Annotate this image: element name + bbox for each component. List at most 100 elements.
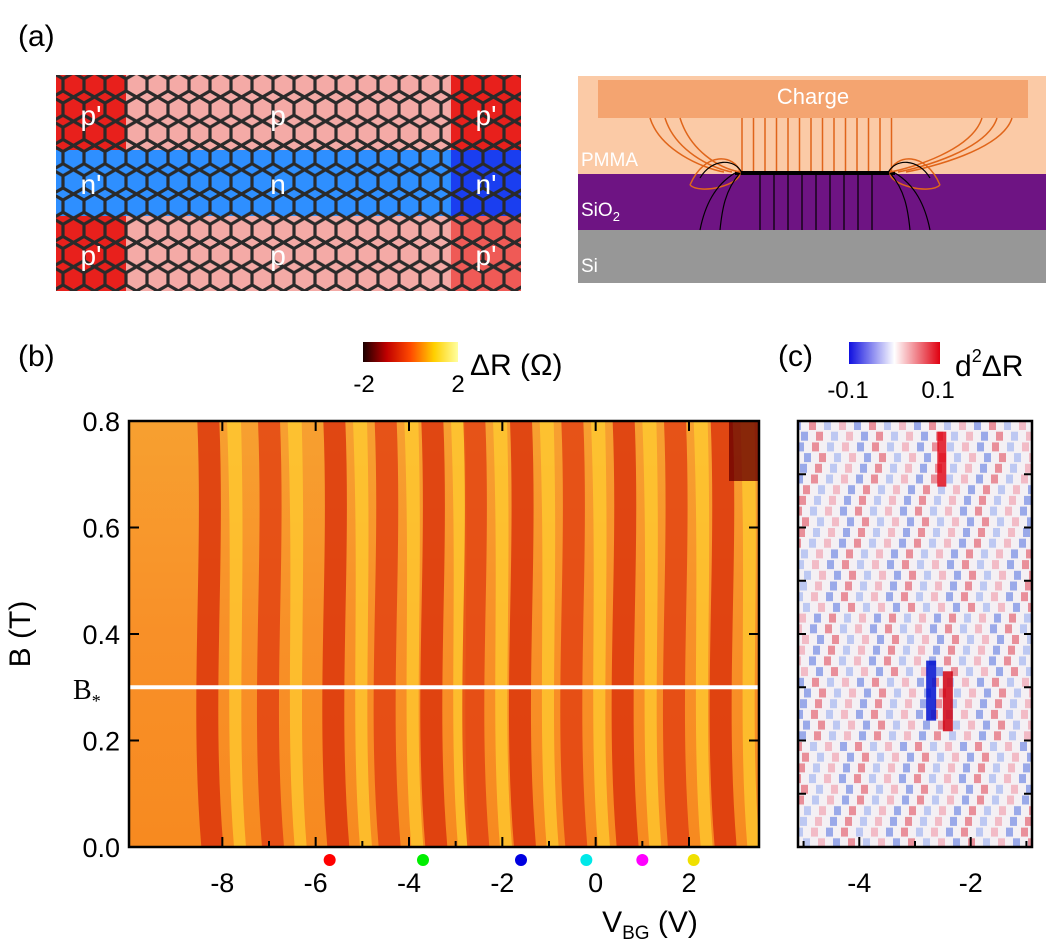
- colorbar-c-bar: [849, 342, 940, 364]
- heatmap-c-cell: [978, 528, 985, 537]
- heatmap-c-cell: [950, 581, 957, 591]
- heatmap-c-cell: [814, 613, 821, 623]
- heatmap-c-cell: [920, 463, 927, 473]
- colorbar-c-max: 0.1: [921, 377, 954, 404]
- heatmap-c-cell: [832, 517, 839, 527]
- heatmap-c-cell: [877, 517, 884, 527]
- heatmap-c-cell: [976, 827, 983, 837]
- heatmap-c-cell: [1023, 528, 1030, 537]
- heatmap-c-cell: [818, 838, 825, 847]
- heatmap-c-cell: [903, 645, 910, 655]
- heatmap-c-cell: [884, 774, 891, 784]
- heatmap-c-cell: [1013, 485, 1020, 495]
- heatmap-c-cell: [963, 528, 970, 537]
- heatmap-c-cell: [841, 709, 848, 719]
- heatmap-c-cell: [938, 838, 945, 847]
- heatmap-c-cell: [968, 720, 975, 730]
- heatmap-c-cell: [1025, 699, 1032, 709]
- heatmap-c-cell: [849, 688, 856, 698]
- heatmap-b-red-stripe: [420, 421, 448, 847]
- heatmap-b-red-stripe: [462, 421, 490, 847]
- heatmap-c-cell: [969, 570, 976, 580]
- heatmap-c-cell: [841, 474, 848, 484]
- heatmap-c-cell: [834, 453, 841, 463]
- heatmap-c-cell: [961, 827, 968, 837]
- heatmap-c-cell: [990, 506, 997, 516]
- heatmap-c-cell: [848, 838, 855, 847]
- heatmap-c-cell: [879, 570, 886, 580]
- heatmap-c-cell: [1012, 517, 1019, 527]
- heatmap-c-cell: [933, 763, 940, 773]
- heatmap-c-cell: [915, 624, 922, 634]
- heatmap-c-cell: [845, 463, 852, 473]
- heatmap-c-cell: [833, 838, 840, 847]
- heatmap-c-cell: [969, 453, 976, 463]
- heatmap-c-cell: [937, 752, 944, 762]
- heatmap-c-cell: [993, 763, 1000, 773]
- heatmap-c-cell: [830, 581, 837, 591]
- heatmap-c-cell: [827, 560, 834, 570]
- heatmap-c-cell: [798, 592, 803, 602]
- colorbar-c: -0.1 0.1 d2ΔR: [827, 342, 1023, 404]
- heatmap-c-cell: [983, 602, 990, 612]
- heatmap-c-cell: [1004, 774, 1011, 784]
- heatmap-c-cell: [902, 795, 909, 805]
- heatmap-c-cell: [892, 517, 899, 527]
- heatmap-c-cell: [860, 581, 867, 591]
- heatmap-c-cell: [918, 645, 925, 655]
- heatmap-c-cell: [888, 763, 895, 773]
- heatmap-c-cell: [861, 784, 868, 794]
- heatmap-c-cell: [856, 592, 863, 602]
- voltage-marker-dot: [687, 854, 700, 866]
- heatmap-c-cell: [933, 528, 940, 537]
- heatmap-c-cell: [975, 624, 982, 634]
- c-x-tick-label: -4: [847, 868, 871, 898]
- heatmap-c-cell: [811, 474, 818, 484]
- heatmap-c-cell: [886, 592, 893, 602]
- heatmap-c-cell: [1008, 763, 1015, 773]
- heatmap-b-xlabel: VBG (V): [602, 906, 698, 944]
- heatmap-c-cell: [829, 731, 836, 741]
- heatmap-c-cell: [1028, 485, 1032, 495]
- heatmap-c-cell: [945, 742, 952, 751]
- heatmap-c-cell: [997, 517, 1004, 527]
- heatmap-c-cell: [909, 688, 916, 698]
- heatmap-c-cell: [900, 624, 907, 634]
- heatmap-c-cell: [846, 667, 853, 677]
- heatmap-c-cell: [967, 752, 974, 762]
- cross-section-diagram: Charge PMMA SiO2 Si: [578, 76, 1046, 283]
- heatmap-c-cell: [899, 538, 906, 548]
- heatmap-c-cell: [992, 795, 999, 805]
- heatmap-c-cell: [872, 795, 879, 805]
- heatmap-c-cell: [908, 602, 915, 612]
- heatmap-b-dark-corner: [729, 421, 759, 481]
- heatmap-c-cell: [935, 699, 942, 709]
- heatmap-c-cell: [974, 421, 981, 430]
- heatmap-c-cell: [842, 442, 849, 452]
- field-line-curved: [679, 117, 741, 173]
- panel-b-label: (b): [18, 340, 55, 373]
- heatmap-c-cell: [1024, 495, 1031, 505]
- heatmap-c-cell: [917, 677, 924, 687]
- heatmap-c-cell: [812, 795, 819, 805]
- heatmap-c-cell: [923, 602, 930, 612]
- heatmap-c-cell: [998, 838, 1005, 847]
- heatmap-c-cell: [1028, 720, 1032, 730]
- heatmap-c-cell: [890, 581, 897, 591]
- heatmap-c-cell: [954, 688, 961, 698]
- heatmap-c-cell: [1023, 645, 1030, 655]
- heatmap-c-cell: [1011, 784, 1018, 794]
- heatmap-c-cell: [873, 645, 880, 655]
- heatmap-c-cell: [846, 784, 853, 794]
- heatmap-c-cell: [1004, 421, 1011, 430]
- heatmap-c-cell: [831, 667, 838, 677]
- heatmap-c-y-ticks: [798, 420, 1032, 848]
- heatmap-c-cell: [961, 474, 968, 484]
- heatmap-c-cell: [804, 806, 811, 816]
- heatmap-c-cell: [824, 538, 831, 548]
- heatmap-b-yellow-stripe: [591, 421, 610, 847]
- heatmap-c-cell: [833, 602, 840, 612]
- heatmap-c-cell: [874, 495, 881, 505]
- heatmap-c-cell: [949, 495, 956, 505]
- heatmap-b-yellow-stripe: [642, 421, 662, 847]
